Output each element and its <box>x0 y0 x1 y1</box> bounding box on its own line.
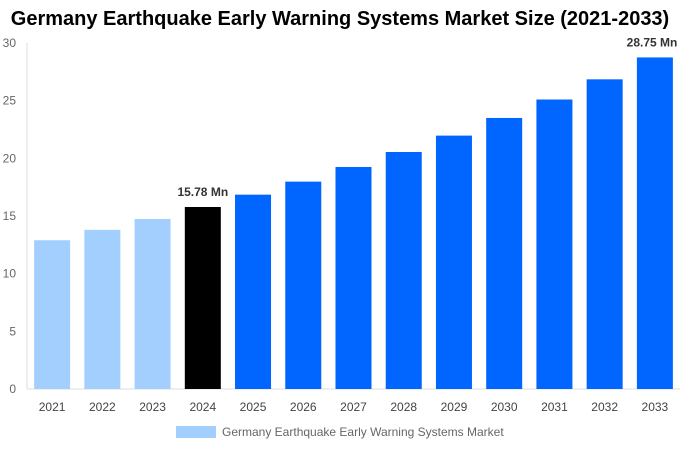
x-tick-label: 2026 <box>290 400 317 414</box>
bar-2027 <box>335 166 372 389</box>
data-label: 15.78 Mn <box>177 185 228 199</box>
x-tick-label: 2032 <box>591 400 618 414</box>
x-tick-label: 2022 <box>89 400 116 414</box>
bar-2029 <box>435 135 472 389</box>
x-tick-label: 2030 <box>491 400 518 414</box>
x-tick-label: 2033 <box>642 400 669 414</box>
x-tick-label: 2027 <box>340 400 367 414</box>
bar-2028 <box>385 151 422 389</box>
y-tick-label: 25 <box>3 94 17 108</box>
bar-2022 <box>84 229 121 389</box>
y-tick-label: 15 <box>3 209 17 223</box>
y-tick-label: 20 <box>3 151 17 165</box>
bar-2026 <box>285 181 322 389</box>
bar-2021 <box>34 240 71 389</box>
bar-2031 <box>536 99 573 389</box>
x-tick-label: 2025 <box>240 400 267 414</box>
x-tick-label: 2031 <box>541 400 568 414</box>
y-tick-label: 0 <box>9 382 16 396</box>
bar-2025 <box>235 194 272 389</box>
data-label: 28.75 Mn <box>627 35 678 49</box>
y-tick-label: 10 <box>3 267 17 281</box>
x-tick-label: 2029 <box>441 400 468 414</box>
y-tick-label: 5 <box>9 324 16 338</box>
legend-label: Germany Earthquake Early Warning Systems… <box>222 425 504 439</box>
bar-2024 <box>184 207 221 389</box>
chart-title: Germany Earthquake Early Warning Systems… <box>10 8 670 30</box>
bar-2033 <box>636 57 673 390</box>
x-tick-label: 2024 <box>189 400 216 414</box>
x-tick-label: 2028 <box>390 400 417 414</box>
bar-2023 <box>134 218 171 389</box>
bar-2032 <box>586 79 623 389</box>
y-tick-label: 30 <box>3 36 17 50</box>
legend: Germany Earthquake Early Warning Systems… <box>176 425 504 439</box>
legend-swatch <box>176 426 216 438</box>
bar-2030 <box>486 117 523 389</box>
x-tick-label: 2023 <box>139 400 166 414</box>
x-tick-label: 2021 <box>39 400 66 414</box>
